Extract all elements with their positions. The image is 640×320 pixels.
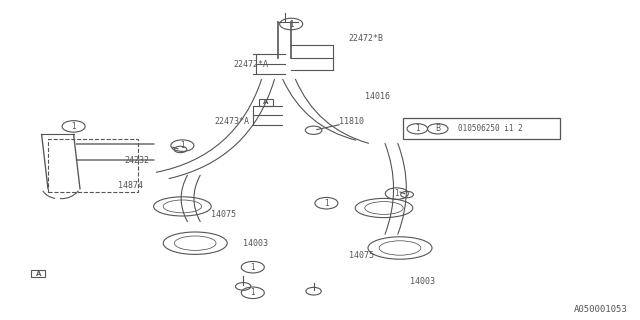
Text: 1: 1 bbox=[289, 20, 294, 28]
Text: 24232: 24232 bbox=[125, 156, 150, 164]
Text: 22473*A: 22473*A bbox=[214, 117, 250, 126]
Text: 010506250 i1 2: 010506250 i1 2 bbox=[458, 124, 522, 133]
Text: 1: 1 bbox=[250, 263, 255, 272]
Text: A050001053: A050001053 bbox=[573, 305, 627, 314]
Text: 11810: 11810 bbox=[339, 117, 364, 126]
Text: 1: 1 bbox=[394, 189, 399, 198]
Text: 14003: 14003 bbox=[243, 239, 268, 248]
Text: 14075: 14075 bbox=[211, 210, 236, 219]
FancyBboxPatch shape bbox=[31, 270, 45, 277]
Text: 1: 1 bbox=[250, 288, 255, 297]
Text: 14016: 14016 bbox=[365, 92, 390, 100]
FancyBboxPatch shape bbox=[259, 99, 273, 106]
Text: 14874: 14874 bbox=[118, 181, 143, 190]
Text: 1: 1 bbox=[415, 124, 420, 133]
Text: 1: 1 bbox=[324, 199, 329, 208]
Text: B: B bbox=[435, 124, 440, 133]
Text: A: A bbox=[263, 100, 268, 105]
Text: 22472*A: 22472*A bbox=[234, 60, 269, 68]
Text: 1: 1 bbox=[71, 122, 76, 131]
FancyBboxPatch shape bbox=[403, 118, 560, 139]
Text: 14075: 14075 bbox=[349, 252, 374, 260]
Text: 14003: 14003 bbox=[410, 277, 435, 286]
Text: A: A bbox=[36, 271, 41, 276]
Text: 1: 1 bbox=[180, 141, 185, 150]
Text: 22472*B: 22472*B bbox=[349, 34, 384, 43]
